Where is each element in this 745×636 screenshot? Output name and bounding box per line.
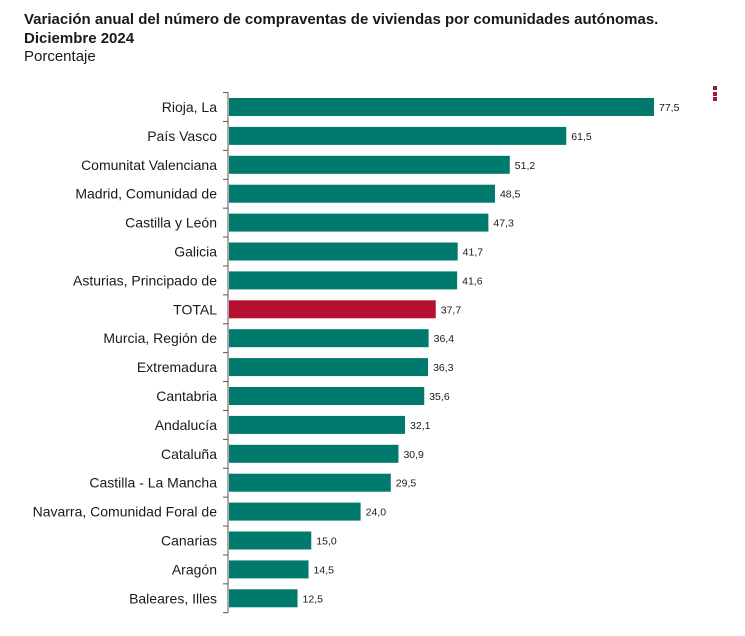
bar-value-label: 41,7 — [463, 247, 484, 259]
category-label: Cataluña — [161, 446, 217, 462]
bar — [229, 473, 391, 492]
bar-value-label: 36,4 — [434, 333, 455, 345]
bar-value-label: 30,9 — [403, 449, 424, 461]
bar — [229, 387, 425, 405]
category-label: Murcia, Región de — [103, 330, 217, 346]
bar — [229, 560, 309, 579]
bar — [229, 126, 567, 145]
bar-value-label: 47,3 — [493, 218, 514, 230]
bar-value-label: 41,6 — [462, 275, 483, 287]
category-label: Madrid, Comunidad de — [75, 186, 217, 202]
bar-value-label: 32,1 — [410, 420, 431, 432]
bar — [229, 242, 458, 261]
bar-value-label: 61,5 — [571, 131, 592, 143]
bar — [229, 329, 429, 348]
bar-value-label: 15,0 — [316, 536, 337, 548]
bar — [229, 531, 312, 550]
category-label: Comunitat Valenciana — [81, 157, 217, 173]
bar-value-label: 14,5 — [314, 564, 335, 576]
chart-subtitle: Porcentaje — [24, 48, 96, 65]
bar-value-label: 48,5 — [500, 189, 521, 201]
bar — [229, 184, 495, 203]
bar-value-label: 36,3 — [433, 362, 454, 374]
bar — [229, 213, 489, 232]
bar-value-label: 35,6 — [429, 391, 450, 403]
category-label: Extremadura — [137, 359, 217, 375]
category-label: Castilla - La Mancha — [89, 475, 217, 491]
bar — [229, 589, 298, 608]
bar — [229, 415, 406, 434]
bar-value-label: 37,7 — [441, 304, 462, 316]
category-label: Navarra, Comunidad Foral de — [33, 504, 218, 520]
category-label: Aragón — [172, 561, 217, 577]
category-label: Rioja, La — [162, 99, 217, 115]
bar — [229, 358, 429, 377]
bar — [229, 444, 399, 463]
bar — [229, 155, 510, 174]
bar-value-label: 12,5 — [303, 593, 324, 605]
category-label: Cantabria — [156, 388, 217, 404]
category-label: Baleares, Illes — [129, 590, 217, 606]
category-label: TOTAL — [173, 301, 217, 317]
bar-value-label: 77,5 — [659, 102, 680, 114]
bar-value-label: 29,5 — [396, 478, 417, 490]
bar-value-label: 51,2 — [515, 160, 536, 172]
category-label: Galicia — [174, 244, 217, 260]
category-label: Andalucía — [155, 417, 217, 433]
bar — [229, 271, 458, 290]
category-label: Asturias, Principado de — [73, 272, 217, 288]
chart-title: Variación anual del número de compravent… — [24, 11, 659, 47]
category-label: Canarias — [161, 533, 217, 549]
kebab-menu-icon[interactable] — [708, 86, 722, 106]
category-label: Castilla y León — [125, 215, 217, 231]
category-label: País Vasco — [147, 128, 217, 144]
bar — [229, 300, 436, 319]
bar — [229, 502, 361, 521]
bar — [229, 98, 654, 116]
bar-value-label: 24,0 — [366, 507, 387, 519]
